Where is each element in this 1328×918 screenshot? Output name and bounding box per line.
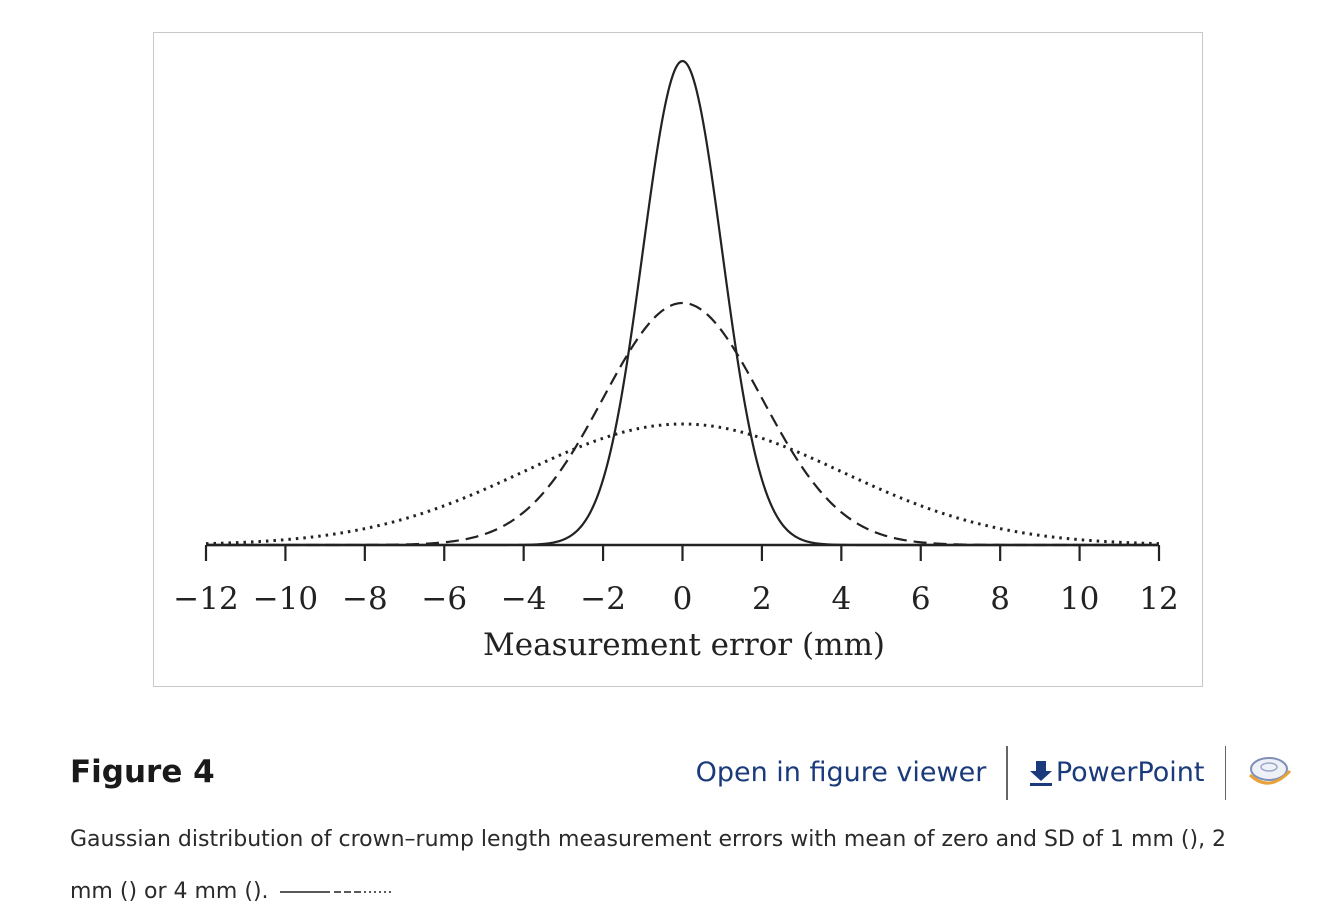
gaussian-chart: −12 −10 −8 −6 −4 −2 0 2 4 6 8 10 12 Measurement erro… — [173, 59, 1179, 663]
x-tick-label: −2 — [580, 581, 626, 617]
x-tick-label: 0 — [673, 581, 693, 617]
powerpoint-label: PowerPoint — [1055, 757, 1205, 788]
caption-text: Gaussian distribution of crown–rump leng… — [70, 827, 1227, 904]
x-axis-label: Measurement error (mm) — [483, 627, 885, 663]
download-icon — [1029, 761, 1052, 786]
figure-image[interactable]: −12 −10 −8 −6 −4 −2 0 2 4 6 8 10 12 Measurement erro… — [153, 32, 1203, 687]
x-tick-label: 6 — [911, 581, 931, 617]
x-tick-label: −4 — [501, 581, 547, 617]
citation-icon[interactable] — [1246, 753, 1292, 793]
figure-label: Figure 4 — [70, 754, 215, 790]
x-tick-label: 12 — [1139, 581, 1178, 617]
open-figure-viewer-link[interactable]: Open in figure viewer — [695, 757, 987, 788]
divider — [1006, 746, 1008, 800]
powerpoint-download-link[interactable]: PowerPoint — [1028, 746, 1205, 800]
line-style-key — [279, 891, 394, 893]
series-dotted-sd-4 — [205, 422, 1160, 546]
x-tick-label: −12 — [173, 581, 238, 617]
x-tick-label: −10 — [253, 581, 318, 617]
x-tick-label: 2 — [752, 581, 772, 617]
figure-caption: Gaussian distribution of crown–rump leng… — [70, 814, 1270, 918]
x-tick-label: 10 — [1060, 581, 1099, 617]
x-tick-label: −8 — [342, 581, 388, 617]
divider — [1224, 746, 1226, 800]
x-tick-label: 8 — [990, 581, 1010, 617]
x-tick-label: 4 — [831, 581, 851, 617]
x-tick-label: −6 — [421, 581, 467, 617]
figure-actions: Open in figure viewer PowerPoint — [696, 746, 1292, 800]
